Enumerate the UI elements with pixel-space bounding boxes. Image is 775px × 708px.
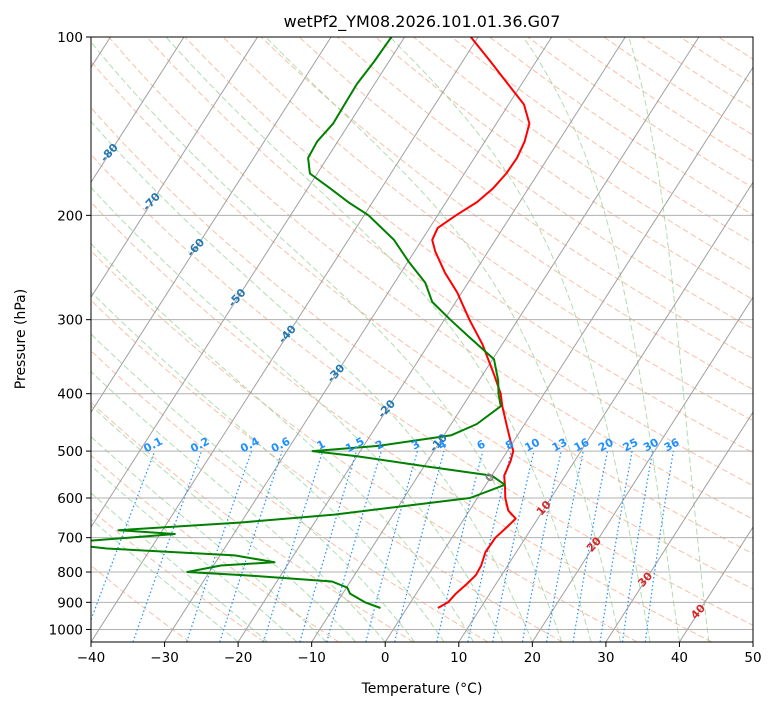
isotherm [91, 37, 406, 528]
mixing-ratio-line [492, 450, 535, 642]
x-tick-label: 0 [381, 650, 390, 666]
moist-adiabat [91, 242, 474, 642]
isotherm [384, 66, 753, 642]
moist-adiabat [628, 37, 710, 642]
mixing-ratio-line [365, 450, 418, 642]
mixing-ratio-line [622, 450, 654, 642]
mixing-ratio-line [262, 450, 324, 642]
x-tick-label: 30 [597, 650, 614, 666]
mixing-ratio-label: 10 [522, 436, 542, 455]
mixing-ratio-label: 20 [596, 436, 616, 455]
moist-adiabat [91, 404, 357, 642]
moist-adiabat [91, 41, 563, 642]
x-tick-label: 40 [671, 650, 688, 666]
mixing-ratio-line [219, 450, 283, 642]
isotherm [237, 37, 626, 642]
mixing-ratio-line [644, 450, 674, 642]
mixing-ratio-line [326, 450, 382, 642]
isotherm [458, 181, 753, 642]
moist-adiabat [165, 37, 592, 642]
mixing-ratio-line [436, 450, 484, 642]
chart-title: wetPf2_YM08.2026.101.01.36.G07 [284, 12, 561, 32]
y-tick-label: 600 [57, 491, 83, 507]
moist-adiabat [91, 120, 533, 642]
x-tick-label: 20 [524, 650, 541, 666]
mixing-ratio-line [132, 450, 203, 642]
dry-adiabat [91, 250, 638, 642]
moist-adiabat [91, 465, 298, 642]
dry-adiabat [108, 37, 753, 520]
mixing-ratio-label: 30 [641, 436, 661, 455]
x-tick-label: −40 [77, 650, 106, 666]
plot-frame [90, 36, 754, 643]
moist-adiabat [91, 333, 415, 642]
y-tick-label: 800 [57, 565, 83, 581]
x-tick-label: −20 [224, 650, 253, 666]
y-tick-label: 100 [57, 30, 83, 46]
mixing-ratio-line [299, 450, 358, 642]
y-tick-label: 400 [57, 387, 83, 403]
dry-adiabat [146, 37, 753, 487]
isotherm [91, 37, 258, 299]
mixing-ratio-line [394, 450, 445, 642]
isotherm [311, 37, 700, 642]
isotherm [531, 296, 753, 642]
dry-adiabat [91, 299, 563, 642]
mixing-ratio-label: 36 [662, 436, 682, 455]
y-axis-label: Pressure (hPa) [13, 289, 29, 389]
dry-adiabat [91, 153, 753, 626]
isotherm [605, 411, 753, 642]
dry-adiabat [184, 37, 753, 454]
moist-adiabat [91, 370, 386, 642]
moist-adiabat [389, 37, 651, 642]
moist-adiabat [522, 37, 680, 642]
y-tick-label: 200 [57, 208, 83, 224]
y-axis-ticks: 100 200 300 400 500 600 700 800 900 1000 [49, 30, 91, 638]
mixing-ratio-line [186, 450, 253, 642]
dry-adiabat [91, 350, 489, 642]
moist-adiabats [91, 37, 710, 642]
dry-adiabat [260, 37, 753, 391]
x-tick-label: −10 [297, 650, 326, 666]
y-tick-label: 700 [57, 531, 83, 547]
moist-adiabat [91, 518, 239, 642]
isotherm [164, 37, 553, 642]
x-axis-label: Temperature (°C) [361, 681, 483, 697]
dewpoint-line [91, 37, 506, 609]
isotherm [91, 37, 479, 642]
y-tick-label: 1000 [49, 622, 83, 638]
dry-adiabat [91, 509, 265, 642]
dry-adiabat [91, 454, 340, 642]
temperature-line [431, 37, 531, 609]
x-axis-ticks: −40 −30 −20 −10 0 10 20 30 40 50 [77, 642, 762, 666]
mixing-ratio-label: 13 [550, 436, 570, 455]
moist-adiabat [91, 186, 504, 642]
x-tick-label: 50 [744, 650, 761, 666]
y-tick-label: 900 [57, 595, 83, 611]
moist-adiabat [91, 291, 445, 642]
x-tick-label: −30 [150, 650, 179, 666]
isotherms [91, 37, 753, 642]
y-tick-label: 300 [57, 313, 83, 329]
x-tick-label: 10 [450, 650, 467, 666]
sounding-series [91, 37, 531, 609]
moist-adiabat [91, 436, 327, 642]
isotherm [679, 526, 753, 642]
dry-adiabat [336, 37, 753, 330]
moist-adiabat [91, 492, 268, 642]
isotherm [91, 37, 332, 414]
mixing-ratio-label: 16 [572, 436, 592, 455]
isotherm [91, 37, 185, 184]
mixing-ratio-label: 25 [621, 436, 641, 455]
mixing-ratio-line [467, 450, 512, 642]
dry-adiabat [91, 201, 713, 642]
y-tick-label: 500 [57, 444, 83, 460]
